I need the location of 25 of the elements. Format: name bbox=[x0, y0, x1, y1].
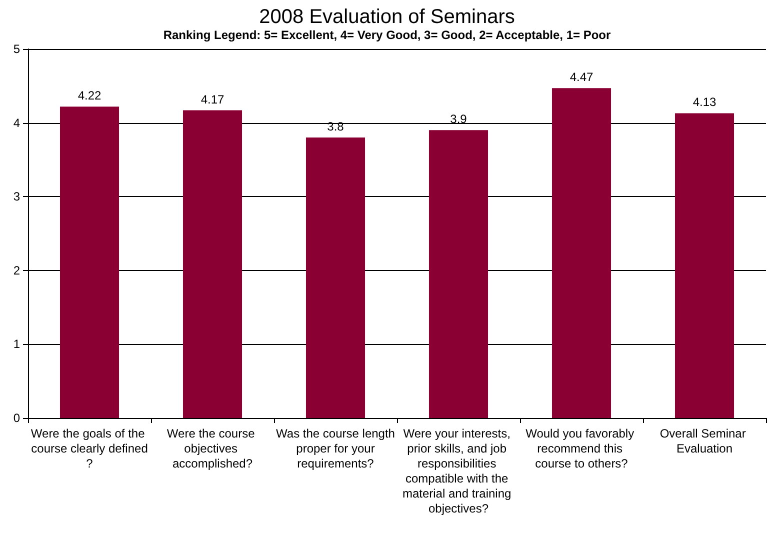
bar bbox=[552, 88, 612, 418]
y-tick-label: 0 bbox=[13, 411, 20, 425]
x-tick-label: Were the goals of the course clearly defined? bbox=[30, 426, 148, 470]
x-tick-label: Were the course objectives accomplished? bbox=[166, 426, 258, 470]
bar bbox=[182, 110, 242, 418]
bar bbox=[60, 106, 120, 418]
bar bbox=[428, 130, 488, 418]
bar bbox=[674, 113, 734, 418]
y-tick-label: 2 bbox=[13, 263, 20, 278]
x-tick-label: Was the course length proper for your requirements? bbox=[276, 426, 395, 470]
x-tick-label: Would you favorably recommend this course to others? bbox=[526, 426, 638, 470]
y-tick-label: 4 bbox=[13, 116, 20, 130]
data-label: 4.13 bbox=[692, 95, 716, 110]
data-label: 3.9 bbox=[450, 112, 468, 126]
bar bbox=[306, 138, 366, 418]
y-tick-label: 5 bbox=[13, 42, 20, 56]
x-tick-label: Were your interests, prior skills, and job responsibilities compatible with the material and training objectives? bbox=[402, 426, 515, 516]
x-tick-label: Overall Seminar Evaluation bbox=[660, 426, 750, 456]
data-label: 4.22 bbox=[78, 88, 102, 103]
chart-subtitle: Ranking Legend: 5= Excellent, 4= Very Good, 3= Good, 2= Acceptable, 1= Poor bbox=[163, 28, 612, 42]
chart-title: 2008 Evaluation of Seminars bbox=[259, 6, 515, 28]
y-tick-label: 1 bbox=[13, 337, 20, 352]
data-label: 4.47 bbox=[570, 70, 594, 84]
y-tick-label: 3 bbox=[13, 190, 20, 204]
data-label: 4.17 bbox=[200, 92, 224, 106]
